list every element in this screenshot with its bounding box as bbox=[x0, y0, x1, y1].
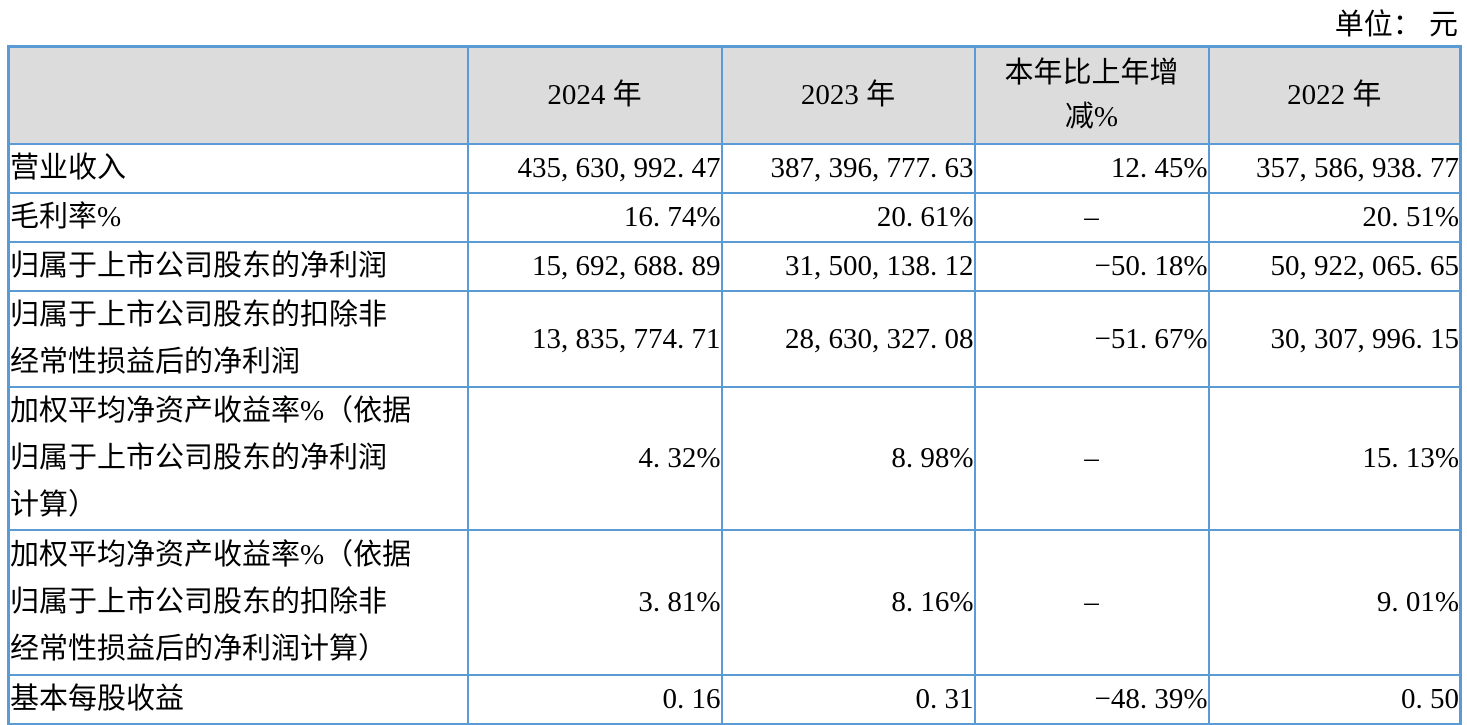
row-roe-net-profit: 加权平均净资产收益率%（依据 归属于上市公司股东的净利润 计算） 4. 32% … bbox=[7, 385, 1462, 531]
value-2023: 0. 31 bbox=[720, 673, 976, 725]
value-2022: 15. 13% bbox=[1207, 385, 1462, 531]
row-eps: 基本每股收益 0. 16 0. 31 −48. 39% 0. 50 bbox=[7, 673, 1462, 725]
value-yoy: 12. 45% bbox=[973, 142, 1210, 194]
value-2022: 9. 01% bbox=[1207, 528, 1462, 676]
value-2024: 15, 692, 688. 89 bbox=[466, 240, 723, 292]
value-2024: 4. 32% bbox=[466, 385, 723, 531]
header-cell-2024: 2024 年 bbox=[466, 45, 723, 145]
value-2023: 387, 396, 777. 63 bbox=[720, 142, 976, 194]
metric-label: 加权平均净资产收益率%（依据 归属于上市公司股东的扣除非 经常性损益后的净利润计… bbox=[7, 528, 469, 676]
metric-label: 加权平均净资产收益率%（依据 归属于上市公司股东的净利润 计算） bbox=[7, 385, 469, 531]
value-2022: 50, 922, 065. 65 bbox=[1207, 240, 1462, 292]
metric-label: 毛利率% bbox=[7, 191, 469, 243]
value-yoy: – bbox=[973, 385, 1210, 531]
header-cell-yoy: 本年比上年增 减% bbox=[973, 45, 1210, 145]
header-row: 2024 年 2023 年 本年比上年增 减% 2022 年 bbox=[7, 45, 1462, 145]
value-2024: 13, 835, 774. 71 bbox=[466, 289, 723, 388]
header-cell-2022: 2022 年 bbox=[1207, 45, 1462, 145]
value-2023: 20. 61% bbox=[720, 191, 976, 243]
row-net-profit: 归属于上市公司股东的净利润 15, 692, 688. 89 31, 500, … bbox=[7, 240, 1462, 292]
value-2024: 0. 16 bbox=[466, 673, 723, 725]
value-2024: 435, 630, 992. 47 bbox=[466, 142, 723, 194]
value-yoy: – bbox=[973, 191, 1210, 243]
value-yoy: – bbox=[973, 528, 1210, 676]
value-2022: 30, 307, 996. 15 bbox=[1207, 289, 1462, 388]
header-cell-metric bbox=[7, 45, 469, 145]
value-2023: 31, 500, 138. 12 bbox=[720, 240, 976, 292]
metric-label: 归属于上市公司股东的扣除非 经常性损益后的净利润 bbox=[7, 289, 469, 388]
header-cell-2023: 2023 年 bbox=[720, 45, 976, 145]
metric-label: 基本每股收益 bbox=[7, 673, 469, 725]
row-roe-deducted: 加权平均净资产收益率%（依据 归属于上市公司股东的扣除非 经常性损益后的净利润计… bbox=[7, 528, 1462, 676]
value-yoy: −48. 39% bbox=[973, 673, 1210, 725]
unit-label: 单位： 元 bbox=[1334, 9, 1458, 41]
value-2024: 3. 81% bbox=[466, 528, 723, 676]
value-yoy: −51. 67% bbox=[973, 289, 1210, 388]
financial-summary-table: 2024 年 2023 年 本年比上年增 减% 2022 年 营业收入 435,… bbox=[7, 45, 1462, 725]
value-2024: 16. 74% bbox=[466, 191, 723, 243]
value-2023: 8. 98% bbox=[720, 385, 976, 531]
value-2022: 20. 51% bbox=[1207, 191, 1462, 243]
metric-label: 归属于上市公司股东的净利润 bbox=[7, 240, 469, 292]
value-2022: 357, 586, 938. 77 bbox=[1207, 142, 1462, 194]
value-2022: 0. 50 bbox=[1207, 673, 1462, 725]
row-net-profit-deducted: 归属于上市公司股东的扣除非 经常性损益后的净利润 13, 835, 774. 7… bbox=[7, 289, 1462, 388]
row-gross-margin: 毛利率% 16. 74% 20. 61% – 20. 51% bbox=[7, 191, 1462, 243]
value-yoy: −50. 18% bbox=[973, 240, 1210, 292]
metric-label: 营业收入 bbox=[7, 142, 469, 194]
value-2023: 8. 16% bbox=[720, 528, 976, 676]
row-revenue: 营业收入 435, 630, 992. 47 387, 396, 777. 63… bbox=[7, 142, 1462, 194]
value-2023: 28, 630, 327. 08 bbox=[720, 289, 976, 388]
